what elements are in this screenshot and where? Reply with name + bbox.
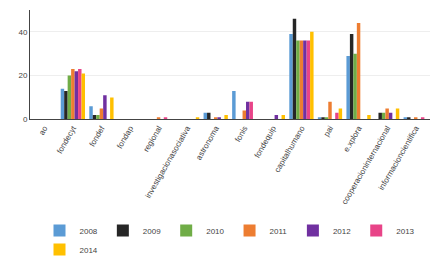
- svg-text:2013: 2013: [396, 227, 414, 236]
- svg-text:cooperacioninternacional: cooperacioninternacional: [340, 124, 392, 206]
- svg-text:fondap: fondap: [115, 124, 135, 150]
- svg-text:2008: 2008: [80, 227, 98, 236]
- svg-text:investigacionasociativa: investigacionasociativa: [144, 124, 193, 200]
- svg-text:2011: 2011: [270, 227, 288, 236]
- svg-text:fondef: fondef: [88, 124, 107, 148]
- svg-text:2014: 2014: [80, 246, 98, 255]
- svg-text:2010: 2010: [206, 227, 224, 236]
- svg-text:fonis: fonis: [233, 124, 249, 143]
- svg-text:capitalhumano: capitalhumano: [273, 124, 307, 174]
- svg-text:2009: 2009: [143, 227, 161, 236]
- svg-text:2012: 2012: [333, 227, 351, 236]
- svg-text:astronoma: astronoma: [194, 124, 221, 162]
- svg-text:fondecyt: fondecyt: [55, 124, 78, 155]
- svg-text:pai: pai: [322, 124, 335, 138]
- svg-text:0: 0: [23, 115, 28, 124]
- svg-text:ao: ao: [37, 124, 50, 137]
- svg-text:20: 20: [18, 71, 27, 80]
- svg-text:40: 40: [18, 28, 27, 37]
- svg-text:informacioncientifica: informacioncientifica: [377, 124, 421, 192]
- svg-text:e.xplora: e.xplora: [342, 124, 364, 154]
- svg-text:fondequip: fondequip: [253, 124, 279, 159]
- svg-text:regional: regional: [142, 124, 164, 153]
